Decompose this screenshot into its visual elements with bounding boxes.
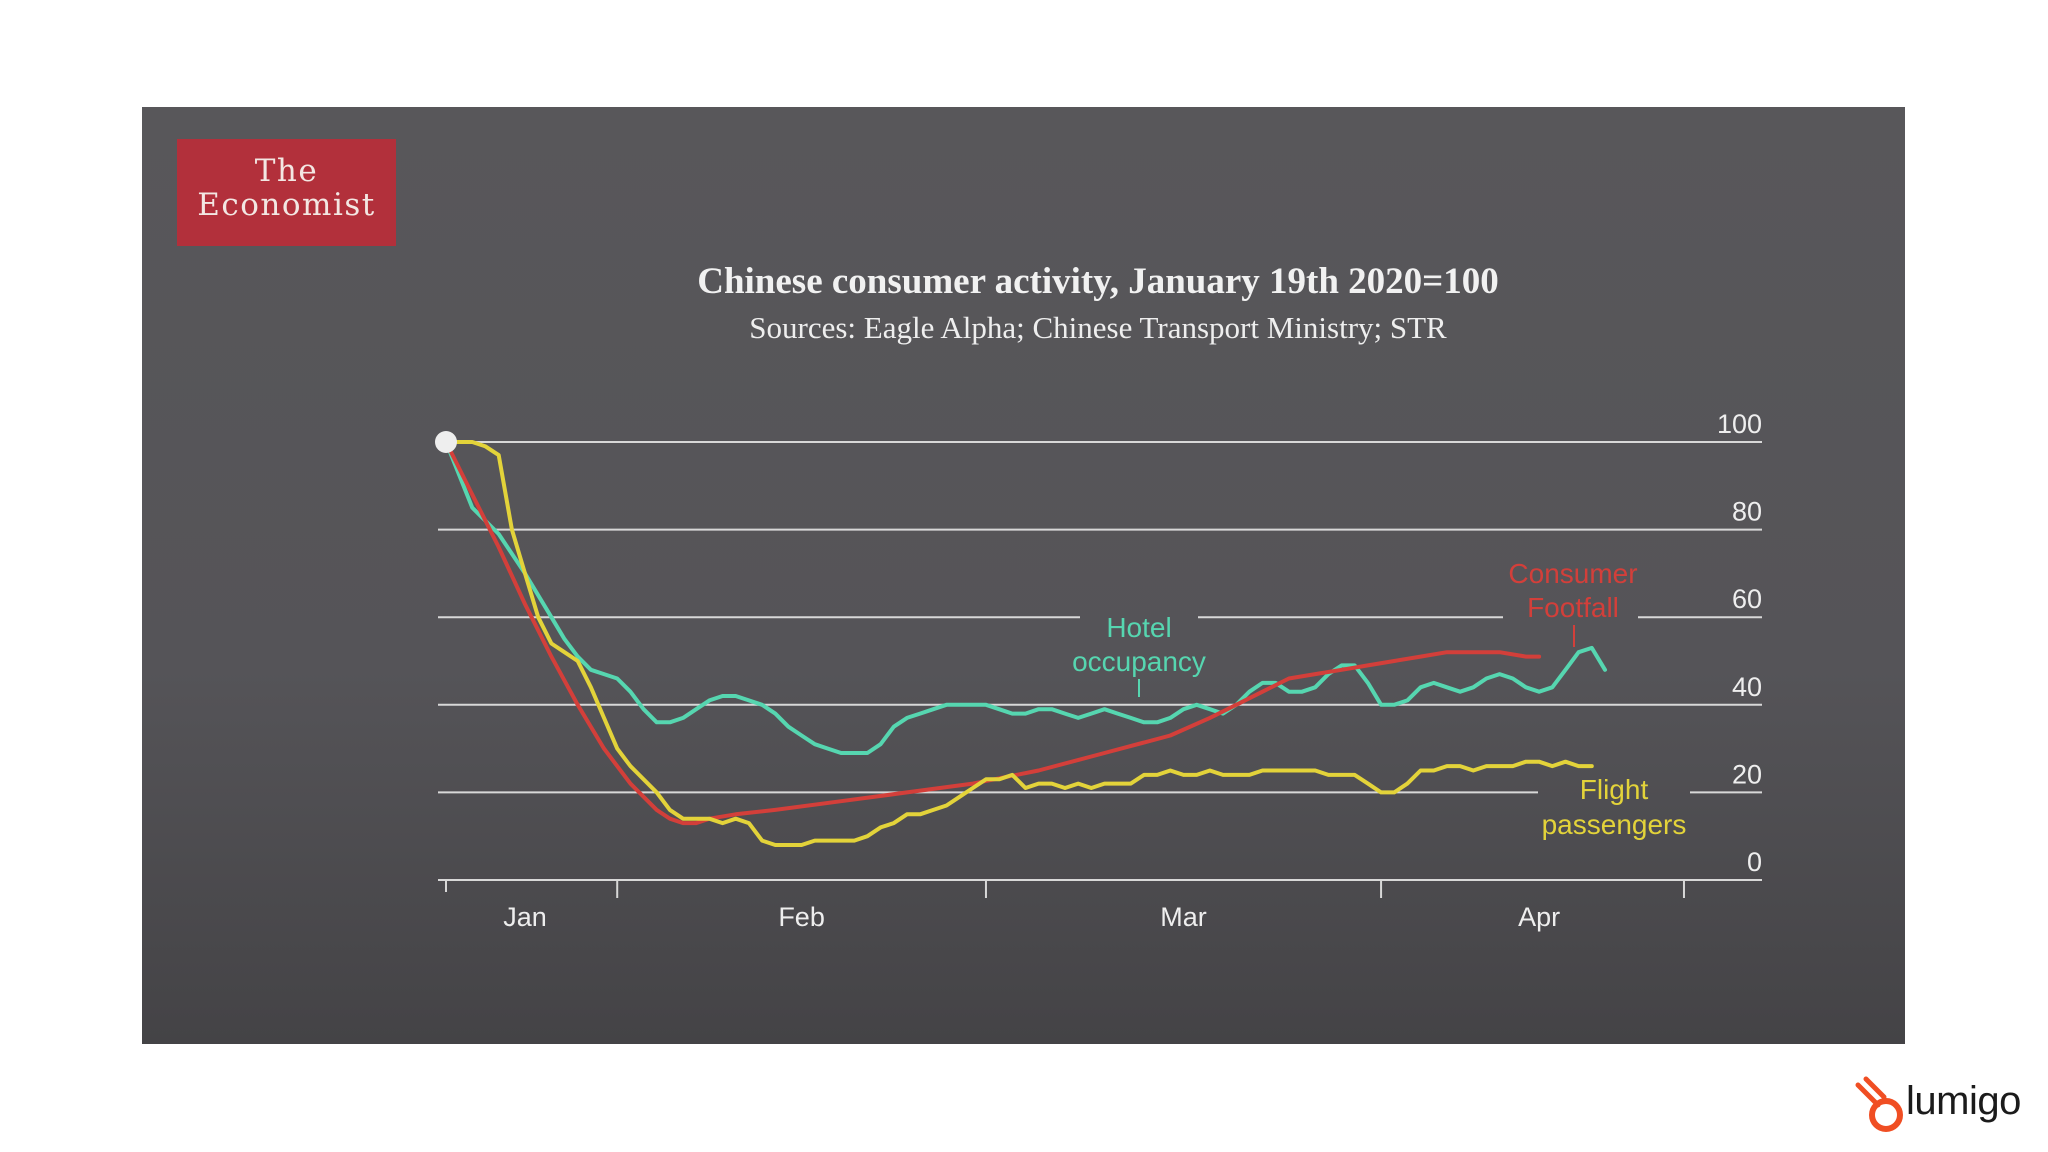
x-tick-label-feb: Feb xyxy=(778,902,825,932)
economist-logo: The Economist xyxy=(177,139,396,246)
x-tick-label-mar: Mar xyxy=(1160,902,1207,932)
series-line-hotel xyxy=(444,440,1607,755)
series-label-hotel-line2: occupancy xyxy=(1072,646,1206,677)
x-tick-label-apr: Apr xyxy=(1518,902,1560,932)
lumigo-logo-icon xyxy=(1855,1076,1903,1132)
y-tick-label-60: 60 xyxy=(1732,584,1762,614)
series-line-footfall xyxy=(444,440,1542,826)
series-group xyxy=(435,431,1607,847)
logo-line-2: Economist xyxy=(197,187,376,223)
series-label-footfall-line2: Footfall xyxy=(1527,592,1619,623)
series-label-flight-line2: passengers xyxy=(1542,809,1687,840)
y-tick-label-80: 80 xyxy=(1732,497,1762,527)
line-chart: Chinese consumer activity, January 19th … xyxy=(435,261,1762,932)
series-label-hotel-line1: Hotel xyxy=(1106,612,1171,643)
lumigo-brand: lumigo xyxy=(1850,1075,2030,1135)
series-label-footfall-line1: Consumer xyxy=(1508,558,1637,589)
gridlines: 100 80 60 40 20 0 xyxy=(438,409,1762,877)
series-line-flight xyxy=(444,440,1594,847)
brand-name: lumigo xyxy=(1906,1079,2021,1123)
y-tick-label-0: 0 xyxy=(1747,847,1762,877)
series-label-flight-line1: Flight xyxy=(1580,774,1649,805)
logo-line-1: The xyxy=(254,153,319,189)
x-tick-label-jan: Jan xyxy=(503,902,547,932)
chart-slide: The Economist Chinese consumer activity,… xyxy=(142,107,1905,1044)
y-tick-label-40: 40 xyxy=(1732,672,1762,702)
y-tick-label-100: 100 xyxy=(1717,409,1762,439)
y-tick-label-20: 20 xyxy=(1732,759,1762,789)
x-axis: Jan Feb Mar Apr xyxy=(438,879,1762,932)
chart-title: Chinese consumer activity, January 19th … xyxy=(697,261,1499,302)
chart-subtitle: Sources: Eagle Alpha; Chinese Transport … xyxy=(749,310,1447,345)
start-point-dot xyxy=(435,431,457,453)
